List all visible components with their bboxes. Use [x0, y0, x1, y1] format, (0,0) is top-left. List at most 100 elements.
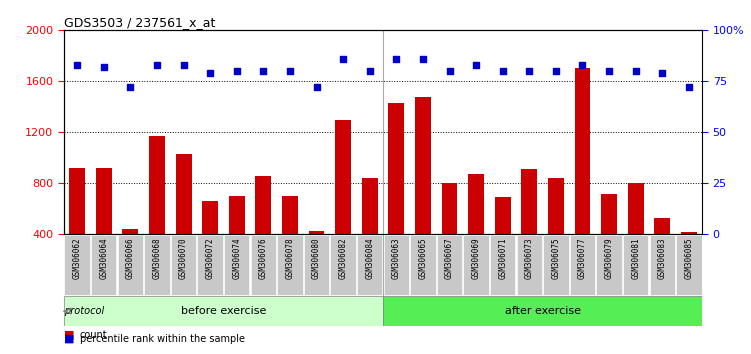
Text: GSM306079: GSM306079: [605, 238, 614, 279]
FancyBboxPatch shape: [224, 235, 249, 295]
Bar: [149, 136, 165, 234]
Bar: [309, 231, 324, 234]
Point: [656, 70, 668, 76]
Text: before exercise: before exercise: [181, 306, 266, 316]
Bar: [601, 194, 617, 234]
Point: [363, 68, 376, 74]
Text: GSM306062: GSM306062: [73, 238, 82, 279]
Bar: [495, 198, 511, 234]
Point: [391, 56, 403, 62]
Bar: [282, 196, 298, 234]
Text: GSM306081: GSM306081: [631, 238, 640, 279]
Bar: [442, 183, 457, 234]
FancyBboxPatch shape: [650, 235, 675, 295]
FancyBboxPatch shape: [570, 235, 596, 295]
Text: protocol: protocol: [65, 306, 104, 316]
Bar: [362, 178, 378, 234]
Text: GSM306077: GSM306077: [578, 238, 587, 279]
Text: GSM306085: GSM306085: [684, 238, 693, 279]
FancyBboxPatch shape: [596, 235, 622, 295]
Point: [125, 85, 137, 90]
Text: GSM306063: GSM306063: [392, 238, 401, 279]
Point: [629, 68, 641, 74]
FancyBboxPatch shape: [383, 296, 702, 326]
FancyBboxPatch shape: [303, 235, 329, 295]
Text: GSM306075: GSM306075: [551, 238, 560, 279]
Bar: [335, 120, 351, 234]
Point: [683, 85, 695, 90]
Point: [523, 68, 535, 74]
FancyBboxPatch shape: [65, 235, 90, 295]
FancyBboxPatch shape: [144, 235, 170, 295]
Point: [310, 85, 322, 90]
Text: GDS3503 / 237561_x_at: GDS3503 / 237561_x_at: [64, 16, 216, 29]
Point: [98, 64, 110, 70]
Bar: [229, 196, 245, 234]
FancyBboxPatch shape: [251, 235, 276, 295]
FancyBboxPatch shape: [198, 235, 223, 295]
FancyBboxPatch shape: [384, 235, 409, 295]
Point: [470, 62, 482, 68]
Text: GSM306069: GSM306069: [472, 238, 481, 279]
Text: percentile rank within the sample: percentile rank within the sample: [80, 334, 245, 344]
Text: GSM306076: GSM306076: [259, 238, 268, 279]
Bar: [388, 103, 404, 234]
FancyBboxPatch shape: [91, 235, 116, 295]
Text: GSM306070: GSM306070: [179, 238, 188, 279]
FancyBboxPatch shape: [676, 235, 701, 295]
Text: GSM306068: GSM306068: [152, 238, 161, 279]
Point: [444, 68, 456, 74]
Text: GSM306078: GSM306078: [285, 238, 294, 279]
Text: GSM306080: GSM306080: [312, 238, 321, 279]
Point: [204, 70, 216, 76]
FancyBboxPatch shape: [623, 235, 648, 295]
Point: [284, 68, 296, 74]
FancyBboxPatch shape: [463, 235, 489, 295]
FancyBboxPatch shape: [330, 235, 356, 295]
Text: GSM306084: GSM306084: [365, 238, 374, 279]
Text: GSM306067: GSM306067: [445, 238, 454, 279]
Text: GSM306064: GSM306064: [99, 238, 108, 279]
Point: [231, 68, 243, 74]
Bar: [654, 218, 671, 234]
FancyBboxPatch shape: [357, 235, 382, 295]
Text: GSM306066: GSM306066: [126, 238, 135, 279]
Bar: [521, 169, 537, 234]
Text: ■: ■: [64, 330, 74, 339]
Text: GSM306073: GSM306073: [525, 238, 534, 279]
FancyBboxPatch shape: [64, 296, 383, 326]
Bar: [96, 168, 112, 234]
Bar: [628, 183, 644, 234]
Point: [550, 68, 562, 74]
Text: count: count: [80, 330, 107, 339]
FancyBboxPatch shape: [437, 235, 463, 295]
Text: GSM306074: GSM306074: [232, 238, 241, 279]
Text: GSM306072: GSM306072: [206, 238, 215, 279]
Bar: [122, 229, 138, 234]
FancyBboxPatch shape: [517, 235, 542, 295]
Point: [577, 62, 589, 68]
Point: [151, 62, 163, 68]
Bar: [255, 176, 271, 234]
Point: [71, 62, 83, 68]
Point: [337, 56, 349, 62]
Point: [258, 68, 270, 74]
FancyBboxPatch shape: [170, 235, 196, 295]
Text: GSM306065: GSM306065: [418, 238, 427, 279]
Text: GSM306071: GSM306071: [498, 238, 507, 279]
FancyBboxPatch shape: [410, 235, 436, 295]
FancyBboxPatch shape: [490, 235, 515, 295]
Text: ■: ■: [64, 334, 74, 344]
Point: [603, 68, 615, 74]
Text: after exercise: after exercise: [505, 306, 581, 316]
FancyBboxPatch shape: [118, 235, 143, 295]
Bar: [69, 168, 85, 234]
Point: [496, 68, 508, 74]
Bar: [575, 68, 590, 234]
Bar: [202, 201, 218, 234]
Bar: [176, 154, 192, 234]
Bar: [681, 232, 697, 234]
Bar: [415, 97, 431, 234]
Text: GSM306082: GSM306082: [339, 238, 348, 279]
Text: GSM306083: GSM306083: [658, 238, 667, 279]
